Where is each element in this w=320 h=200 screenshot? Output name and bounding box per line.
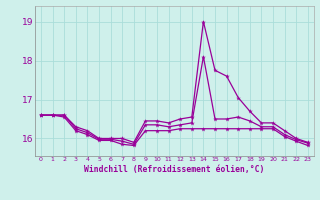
X-axis label: Windchill (Refroidissement éolien,°C): Windchill (Refroidissement éolien,°C) bbox=[84, 165, 265, 174]
